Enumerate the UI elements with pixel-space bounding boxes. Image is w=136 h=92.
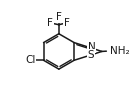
Text: S: S [88,50,94,60]
Text: F: F [56,12,62,22]
Text: N: N [87,42,95,52]
Text: F: F [47,18,53,28]
Text: F: F [64,18,69,28]
Text: Cl: Cl [25,55,36,65]
Text: NH₂: NH₂ [110,46,130,56]
